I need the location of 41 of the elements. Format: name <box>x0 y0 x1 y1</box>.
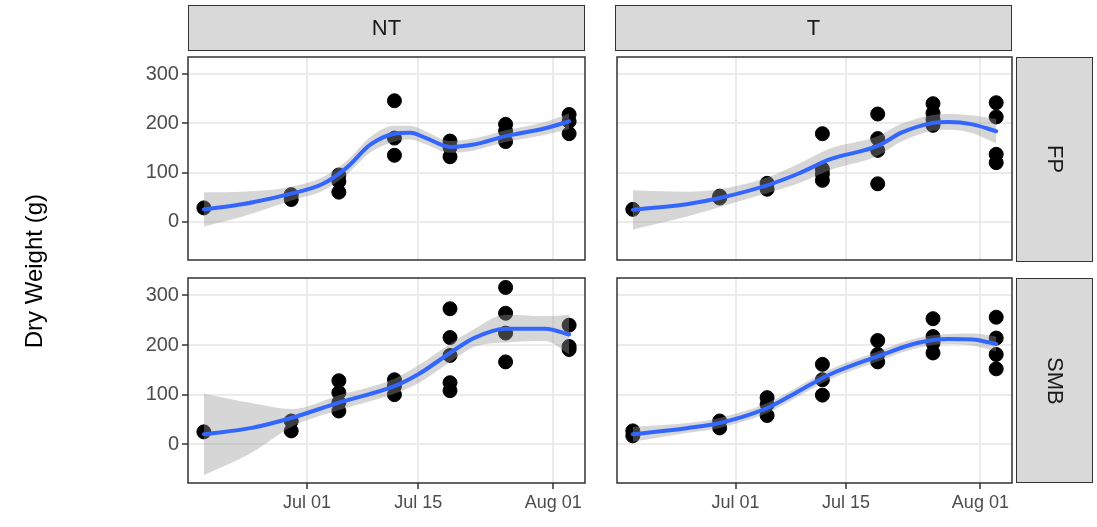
x-tick-label: Aug 01 <box>524 491 582 512</box>
y-tick-label: 200 <box>145 110 179 133</box>
y2-axis-title: SMB <box>1041 356 1068 405</box>
y-tick-label: 200 <box>145 332 179 355</box>
x-tick-label: Jul 15 <box>394 491 443 512</box>
x-tick-label: Jul 01 <box>283 491 332 512</box>
point <box>386 147 402 163</box>
chart-title: T <box>806 15 821 41</box>
point <box>925 311 941 327</box>
point <box>498 305 514 321</box>
chart-title: NT <box>371 15 402 41</box>
point <box>498 354 514 370</box>
point <box>561 126 577 142</box>
point <box>331 184 347 200</box>
point <box>988 109 1004 125</box>
y-tick-label: 300 <box>145 282 179 305</box>
point <box>442 301 458 317</box>
y-tick-label: 300 <box>145 61 179 84</box>
point <box>870 176 886 192</box>
point <box>814 387 830 403</box>
point <box>988 346 1004 362</box>
y-tick-label: 100 <box>145 382 179 405</box>
y-axis-title: Dry Weight (g) <box>20 193 48 349</box>
point <box>386 93 402 109</box>
x-tick-label: Aug 01 <box>951 491 1009 512</box>
y-tick-label: 100 <box>145 160 179 183</box>
point <box>988 95 1004 111</box>
point <box>814 126 830 142</box>
x-tick-label: Jul 01 <box>711 491 760 512</box>
x-tick-label: Jul 15 <box>822 491 871 512</box>
point <box>870 333 886 349</box>
y2-axis-title: FP <box>1041 145 1068 174</box>
point <box>561 317 577 333</box>
point <box>988 309 1004 325</box>
point <box>498 279 514 295</box>
y-tick-label: 0 <box>167 209 179 232</box>
y-tick-label: 0 <box>167 431 179 454</box>
point <box>814 356 830 372</box>
point <box>442 330 458 346</box>
point <box>988 361 1004 377</box>
point <box>870 106 886 122</box>
